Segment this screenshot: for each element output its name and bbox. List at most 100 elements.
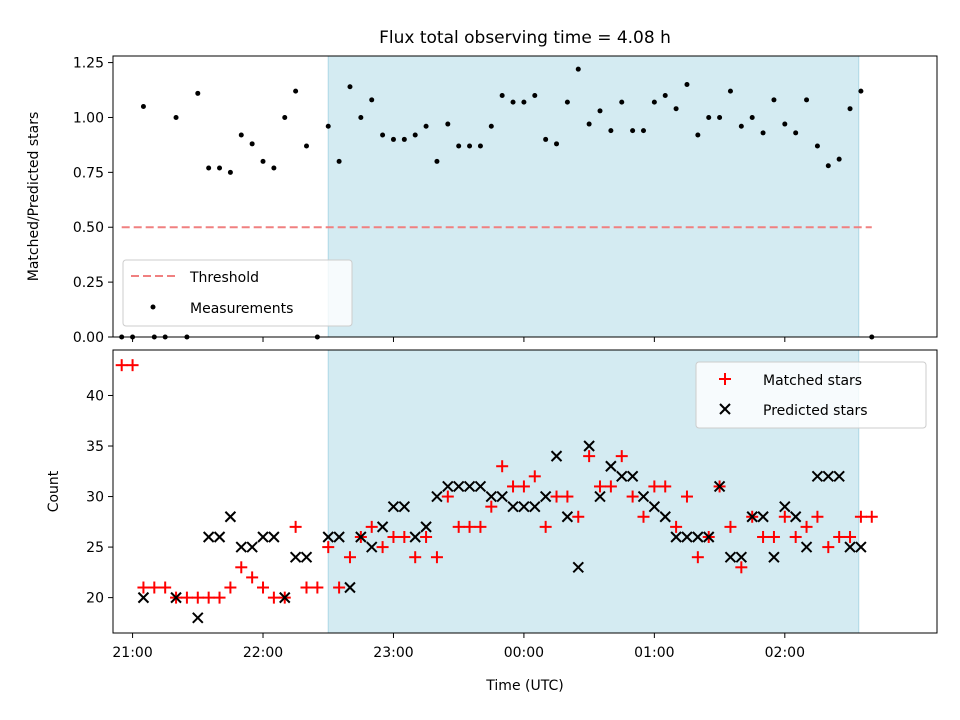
measurement-point bbox=[575, 66, 581, 72]
predicted-star-point-b bbox=[713, 480, 726, 493]
predicted-star-point-b bbox=[496, 490, 508, 503]
predicted-star-point bbox=[257, 531, 269, 543]
top-legend-box bbox=[122, 259, 353, 327]
predicted-star-point bbox=[605, 460, 617, 472]
predicted-star-point bbox=[268, 531, 280, 543]
predicted-star-point-b bbox=[431, 490, 443, 503]
x-tick-label: 22:00 bbox=[243, 645, 283, 661]
matched-star-point bbox=[854, 510, 867, 523]
matched-star-point bbox=[126, 359, 139, 372]
predicted-star-point bbox=[572, 561, 584, 574]
predicted-star-point bbox=[779, 500, 791, 513]
bottom-y-tick-label: 40 bbox=[86, 388, 104, 404]
predicted-star-point-b bbox=[822, 470, 834, 483]
predicted-star-point-b bbox=[224, 511, 237, 523]
matched-star-point bbox=[257, 581, 270, 594]
predicted-star-point-b bbox=[279, 591, 291, 604]
predicted-star-point-b bbox=[550, 450, 563, 462]
predicted-star-point bbox=[561, 511, 574, 523]
measurement-point bbox=[477, 143, 483, 149]
matched-star-point bbox=[659, 480, 672, 493]
matched-star-point bbox=[724, 520, 737, 533]
legend-matched-label: Matched stars bbox=[763, 373, 862, 389]
matched-star-point bbox=[778, 510, 791, 523]
predicted-star-point-b bbox=[300, 551, 313, 563]
measurement-point bbox=[804, 97, 810, 103]
measurement-point bbox=[173, 114, 179, 120]
predicted-star-point bbox=[496, 490, 508, 503]
matched-star-point bbox=[735, 561, 748, 574]
measurement-point bbox=[390, 136, 396, 142]
measurement-point bbox=[238, 132, 244, 138]
measurement-point bbox=[271, 165, 277, 171]
measurement-point bbox=[303, 143, 309, 149]
predicted-star-point bbox=[289, 551, 302, 563]
matched-star-point bbox=[452, 520, 465, 533]
predicted-star-point-b bbox=[420, 521, 432, 533]
matched-star-point bbox=[583, 450, 596, 463]
matched-star-point bbox=[528, 470, 541, 483]
predicted-star-point bbox=[431, 490, 443, 503]
predicted-star-point-b bbox=[518, 500, 530, 513]
measurement-point bbox=[282, 114, 288, 120]
bottom-y-tick-label: 20 bbox=[86, 591, 104, 607]
predicted-star-point-b bbox=[626, 470, 639, 483]
bottom-y-tick-label: 25 bbox=[86, 540, 104, 556]
matched-star-point bbox=[615, 450, 628, 463]
legend-measurements-label: Measurements bbox=[190, 301, 293, 317]
predicted-star-point bbox=[387, 500, 400, 513]
predicted-star-point bbox=[409, 531, 421, 543]
measurement-point bbox=[825, 163, 831, 169]
bottom-legend-box bbox=[695, 361, 927, 429]
measurement-point bbox=[325, 123, 331, 129]
measurement-point bbox=[532, 93, 538, 99]
measurement-point bbox=[814, 143, 820, 149]
measurement-point bbox=[662, 93, 668, 99]
measurement-point bbox=[521, 99, 527, 105]
predicted-star-point bbox=[789, 511, 802, 523]
top-y-tick-label: 0.25 bbox=[73, 275, 104, 291]
predicted-star-point bbox=[366, 541, 378, 553]
predicted-star-point bbox=[474, 480, 487, 493]
matched-star-point bbox=[561, 490, 574, 503]
matched-star-point bbox=[800, 520, 813, 533]
matched-star-point bbox=[757, 530, 770, 543]
predicted-star-point-b bbox=[746, 511, 758, 523]
matched-star-point bbox=[191, 591, 204, 604]
measurement-point bbox=[445, 121, 451, 127]
predicted-star-point-b bbox=[724, 551, 737, 563]
predicted-star-point-b bbox=[659, 511, 671, 523]
predicted-star-point bbox=[518, 500, 530, 513]
predicted-star-point-b bbox=[539, 490, 552, 503]
matched-star-point bbox=[148, 581, 161, 594]
top-y-ticks: 0.00 0.25 0.50 0.75 1.00 1.25 bbox=[73, 56, 113, 346]
chart-title: Flux total observing time = 4.08 h bbox=[379, 28, 671, 48]
x-axis-label: Time (UTC) bbox=[485, 678, 563, 694]
top-axes-frame bbox=[112, 55, 938, 338]
predicted-star-point bbox=[279, 591, 291, 604]
measurement-point bbox=[510, 99, 516, 105]
x-tick-label: 21:00 bbox=[112, 645, 152, 661]
matched-star-point bbox=[441, 490, 454, 503]
legend-matched-swatch bbox=[719, 373, 731, 385]
matched-star-point bbox=[550, 490, 563, 503]
predicted-star-point-b bbox=[213, 531, 226, 543]
predicted-star-point bbox=[539, 490, 552, 503]
predicted-star-point-b bbox=[268, 531, 280, 543]
predicted-star-point bbox=[800, 541, 813, 553]
measurement-point bbox=[347, 84, 353, 90]
measurement-point bbox=[456, 143, 462, 149]
measurement-point bbox=[499, 93, 505, 99]
measurement-point bbox=[727, 88, 733, 94]
predicted-star-point bbox=[355, 531, 367, 543]
matched-star-point bbox=[767, 530, 780, 543]
ratio-panel: 0.00 0.25 0.50 0.75 1.00 1.25 Matched/Predict… bbox=[26, 55, 938, 346]
predicted-star-point-b bbox=[355, 531, 367, 543]
predicted-star-point-b bbox=[768, 551, 780, 563]
predicted-star-point-b bbox=[442, 480, 454, 493]
predicted-star-point-b bbox=[235, 541, 247, 553]
top-y-tick-label: 1.25 bbox=[73, 56, 104, 72]
predicted-star-point bbox=[703, 531, 715, 543]
predicted-star-point bbox=[213, 531, 226, 543]
